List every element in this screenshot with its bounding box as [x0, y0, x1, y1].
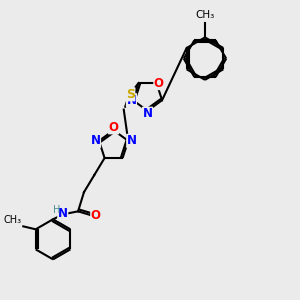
Text: CH₃: CH₃	[195, 10, 214, 20]
Text: CH₃: CH₃	[4, 215, 22, 226]
Text: O: O	[91, 209, 101, 222]
Text: H: H	[53, 205, 61, 215]
Text: N: N	[142, 107, 152, 120]
Text: O: O	[154, 76, 164, 90]
Text: N: N	[91, 134, 100, 147]
Text: O: O	[109, 121, 118, 134]
Text: N: N	[127, 94, 136, 107]
Text: N: N	[127, 134, 137, 147]
Text: S: S	[126, 88, 135, 101]
Text: N: N	[58, 207, 68, 220]
